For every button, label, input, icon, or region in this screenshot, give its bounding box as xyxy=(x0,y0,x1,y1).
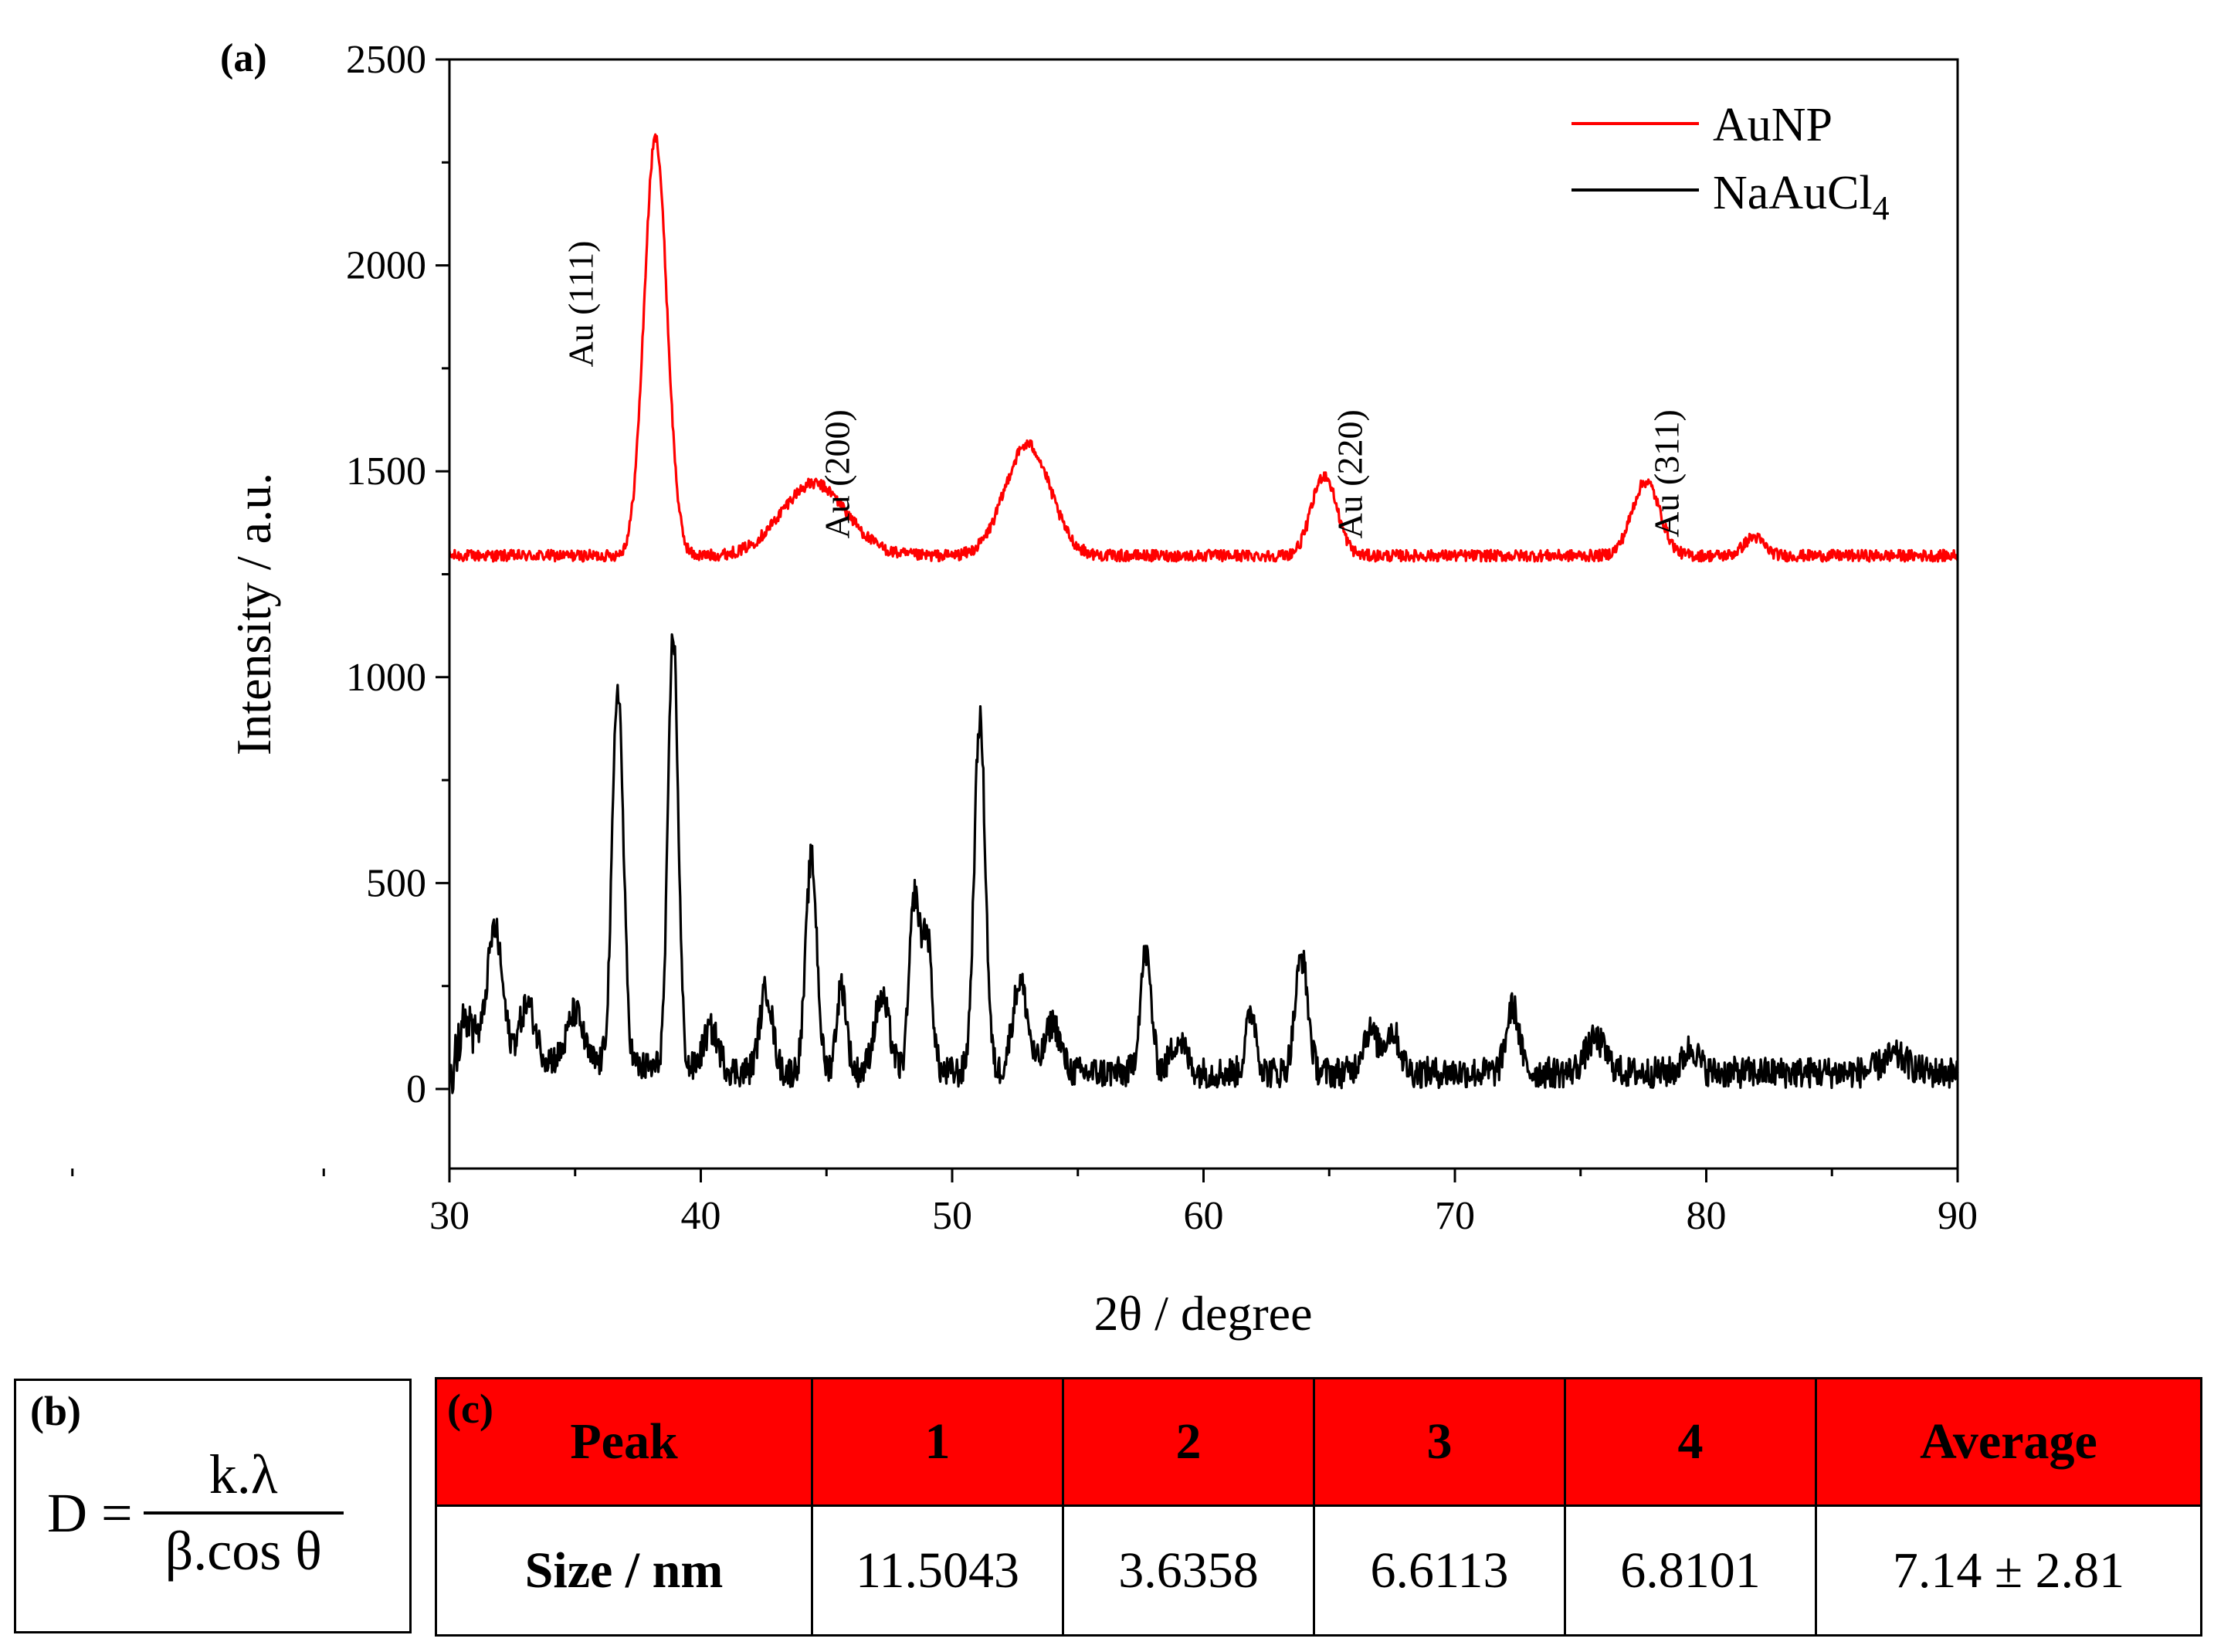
table-row: Size / nm 11.5043 3.6358 6.6113 6.8101 7… xyxy=(435,1504,2202,1637)
row-label-cell: Size / nm xyxy=(435,1504,813,1637)
y-tick-label: 2000 xyxy=(346,244,426,288)
table-cell: 7.14 ± 2.81 xyxy=(1815,1504,2202,1637)
table-cell: 11.5043 xyxy=(811,1504,1064,1637)
legend-label-naaucl4-main: NaAuCl xyxy=(1713,167,1873,219)
y-tick-label: 2500 xyxy=(346,38,426,82)
x-tick-label: 60 xyxy=(1184,1194,1224,1238)
y-tick-label: 0 xyxy=(406,1067,426,1111)
peak-annotation: Au (200) xyxy=(818,409,857,538)
peak-annotation: Au (220) xyxy=(1331,409,1370,538)
scherrer-equation-panel: (b) D = k.λ β.cos θ xyxy=(14,1379,412,1633)
formula-fraction: k.λ β.cos θ xyxy=(143,1443,344,1583)
series-line-aunp xyxy=(448,133,1959,563)
header-cell: 1 xyxy=(811,1377,1064,1507)
plot-frame xyxy=(448,58,1959,1170)
x-tick-label: 50 xyxy=(932,1194,972,1238)
x-tick-label: 70 xyxy=(1435,1194,1475,1238)
x-tick-label: 40 xyxy=(681,1194,721,1238)
y-tick-label: 1000 xyxy=(346,656,426,700)
formula-denominator: β.cos θ xyxy=(164,1520,322,1582)
plot-lines xyxy=(448,133,1959,1094)
x-tick-label: 30 xyxy=(429,1194,470,1238)
legend-label-aunp: AuNP xyxy=(1713,99,1833,151)
x-axis-label: 2θ / degree xyxy=(1094,1286,1313,1341)
legend: AuNP NaAuCl4 xyxy=(1571,99,1890,227)
formula-numerator: k.λ xyxy=(209,1443,278,1505)
series-line-naaucl4 xyxy=(448,633,1959,1094)
x-tick-label: 90 xyxy=(1938,1194,1978,1238)
header-cell: 2 xyxy=(1062,1377,1315,1507)
y-tick-label: 1500 xyxy=(346,449,426,494)
table-cell: 6.8101 xyxy=(1564,1504,1817,1637)
table-header-row: Peak 1 2 3 4 Average xyxy=(435,1377,2202,1507)
y-tick-label: 500 xyxy=(366,861,426,905)
header-cell: 4 xyxy=(1564,1377,1817,1507)
legend-label-naaucl4-sub: 4 xyxy=(1873,189,1890,227)
fraction-bar xyxy=(143,1511,344,1515)
panel-a-label: (a) xyxy=(220,36,267,80)
peak-annotations: Au (111) Au (200) Au (220) Au (311) xyxy=(561,241,1687,539)
peak-annotation: Au (111) xyxy=(561,241,601,368)
table-cell: 6.6113 xyxy=(1313,1504,1566,1637)
peak-annotation: Au (311) xyxy=(1647,409,1687,538)
header-cell: Average xyxy=(1815,1377,2202,1507)
crystallite-size-table-panel: Peak 1 2 3 4 Average Size / nm 11.5043 3… xyxy=(435,1377,2202,1637)
formula-lhs: D = xyxy=(47,1481,133,1544)
legend-label-naaucl4: NaAuCl4 xyxy=(1713,167,1890,227)
x-tick-label: 80 xyxy=(1687,1194,1727,1238)
header-cell: Peak xyxy=(435,1377,813,1507)
xrd-chart: (a) 30 40 50 60 70 80 90 0 500 1000 1500 2000 2500 A… xyxy=(71,36,1978,1341)
table-cell: 3.6358 xyxy=(1062,1504,1315,1637)
axes: 30 40 50 60 70 80 90 0 500 1000 1500 2000 2500 xyxy=(71,38,1978,1238)
crystallite-size-table: Peak 1 2 3 4 Average Size / nm 11.5043 3… xyxy=(435,1377,2202,1637)
panel-b-label: (b) xyxy=(30,1388,81,1434)
scherrer-formula: D = k.λ β.cos θ xyxy=(47,1443,344,1583)
header-cell: 3 xyxy=(1313,1377,1566,1507)
panel-c-label: (c) xyxy=(447,1386,493,1432)
y-axis-label: Intensity / a.u. xyxy=(226,473,281,755)
